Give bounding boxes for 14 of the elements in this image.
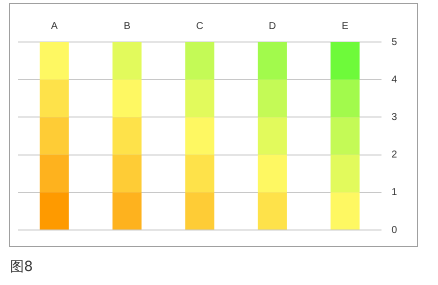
bar — [40, 192, 69, 230]
x-tick-label: A — [51, 20, 58, 32]
y-tick-label: 0 — [391, 224, 398, 236]
x-tick-label: E — [342, 20, 349, 32]
caption: 图8 — [10, 258, 33, 276]
y-tick-label: 2 — [391, 150, 398, 161]
y-tick-label: 5 — [391, 36, 398, 48]
bar — [330, 42, 360, 80]
y-tick-label: 4 — [391, 74, 398, 86]
y-tick-label: 3 — [391, 112, 398, 123]
x-tick-label: D — [268, 20, 276, 32]
x-tick-label: C — [196, 20, 204, 32]
x-tick-label: B — [124, 20, 131, 32]
y-tick-label: 1 — [391, 187, 398, 198]
